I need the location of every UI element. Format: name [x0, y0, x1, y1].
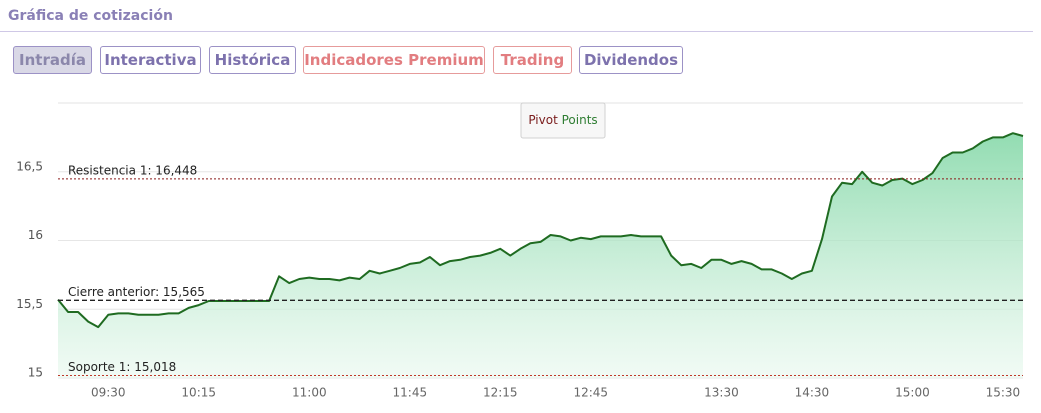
reference-label: Resistencia 1: 16,448 [68, 163, 197, 177]
tab[interactable]: Trading [493, 46, 572, 74]
tab[interactable]: Indicadores Premium [303, 46, 485, 74]
tab[interactable]: Intradía [13, 46, 92, 74]
y-tick-label: 15 [28, 366, 43, 380]
reference-label: Soporte 1: 15,018 [68, 360, 176, 374]
price-line [57, 132, 1024, 329]
pivot-points-box [520, 102, 606, 139]
header-title: Gráfica de cotización [8, 8, 173, 24]
y-tick-label: 16 [28, 228, 43, 242]
reference-label: Cierre anterior: 15,565 [68, 285, 205, 299]
x-tick-label: 09:30 [91, 386, 126, 400]
y-tick-label: 16,5 [16, 159, 43, 173]
header-rule [0, 31, 1033, 32]
x-tick-label: 14:30 [795, 386, 830, 400]
y-tick-label: 15,5 [16, 297, 43, 311]
x-tick-label: 12:45 [573, 386, 608, 400]
tab[interactable]: Dividendos [579, 46, 683, 74]
pivot-word: Pivot [528, 113, 558, 127]
x-tick-label: 15:00 [895, 386, 930, 400]
tab[interactable]: Histórica [209, 46, 296, 74]
x-tick-label: 11:00 [292, 386, 327, 400]
area-fill [58, 133, 1023, 378]
x-tick-label: 13:30 [704, 386, 739, 400]
pivot-points-label: Pivot Points [528, 113, 597, 127]
tab[interactable]: Interactiva [100, 46, 201, 74]
x-tick-label: 11:45 [393, 386, 428, 400]
x-tick-label: 10:15 [181, 386, 216, 400]
x-tick-label: 15:30 [986, 386, 1021, 400]
pivot-points-button[interactable]: Pivot Points [520, 102, 606, 139]
x-tick-label: 12:15 [483, 386, 518, 400]
points-word: Points [562, 113, 598, 127]
